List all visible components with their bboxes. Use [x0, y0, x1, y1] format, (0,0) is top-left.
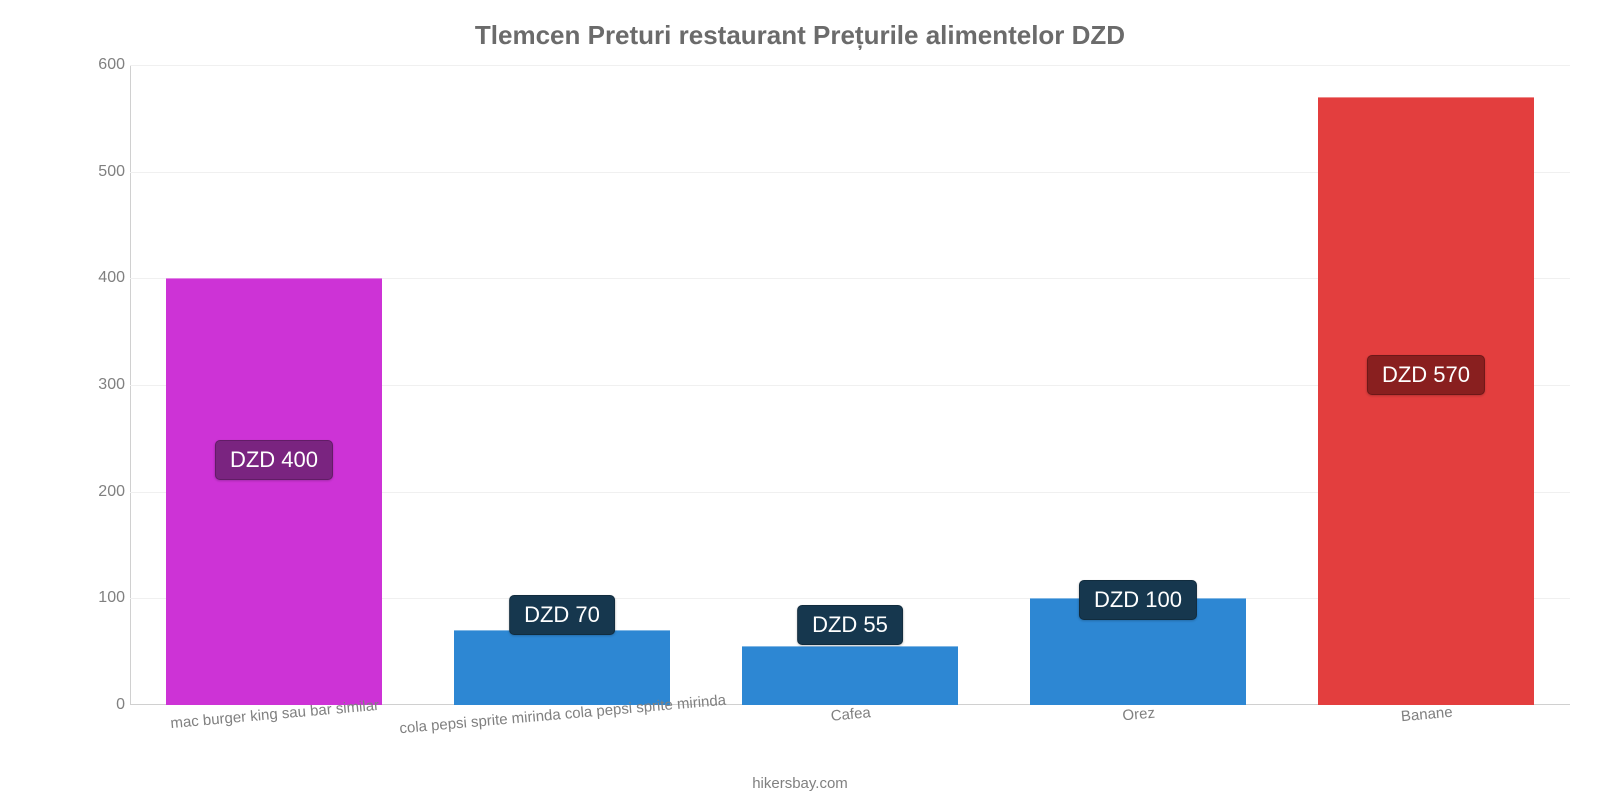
chart-title: Tlemcen Preturi restaurant Prețurile ali…: [0, 20, 1600, 51]
bar-slot: DZD 400: [130, 65, 418, 705]
bar-value-label: DZD 570: [1367, 355, 1485, 395]
x-label-slot: Cafea: [706, 706, 994, 766]
x-label-text: Cafea: [830, 704, 871, 724]
x-label-slot: Orez: [994, 706, 1282, 766]
x-label-slot: mac burger king sau bar similar: [130, 706, 418, 766]
y-tick-label: 0: [75, 696, 125, 714]
bar: [166, 278, 382, 705]
bar-value-label: DZD 100: [1079, 580, 1197, 620]
bar-value-label: DZD 55: [797, 605, 903, 645]
y-tick-label: 200: [75, 483, 125, 501]
credit-text: hikersbay.com: [0, 775, 1600, 792]
bar: [1318, 97, 1534, 705]
bars-container: DZD 400 DZD 70 DZD 55 DZD 100 DZD 570: [130, 65, 1570, 705]
bar: [454, 630, 670, 705]
bar-value-label: DZD 70: [509, 595, 615, 635]
bar-slot: DZD 55: [706, 65, 994, 705]
y-tick-label: 400: [75, 269, 125, 287]
x-label-text: Banane: [1400, 704, 1453, 725]
bar: [742, 646, 958, 705]
chart-plot-area: 0100200300400500600 DZD 400DZD 70DZD 55D…: [130, 65, 1570, 705]
x-label-slot: Banane: [1282, 706, 1570, 766]
bar-value-label: DZD 400: [215, 440, 333, 480]
bar-slot: DZD 100: [994, 65, 1282, 705]
y-tick-label: 600: [75, 56, 125, 74]
bar-slot: DZD 70: [418, 65, 706, 705]
bar-slot: DZD 570: [1282, 65, 1570, 705]
y-tick-label: 100: [75, 589, 125, 607]
x-label-text: Orez: [1122, 705, 1156, 725]
y-tick-label: 300: [75, 376, 125, 394]
y-tick-label: 500: [75, 163, 125, 181]
x-label-slot: cola pepsi sprite mirinda cola pepsi spr…: [418, 706, 706, 766]
x-labels: mac burger king sau bar similarcola peps…: [130, 706, 1570, 766]
